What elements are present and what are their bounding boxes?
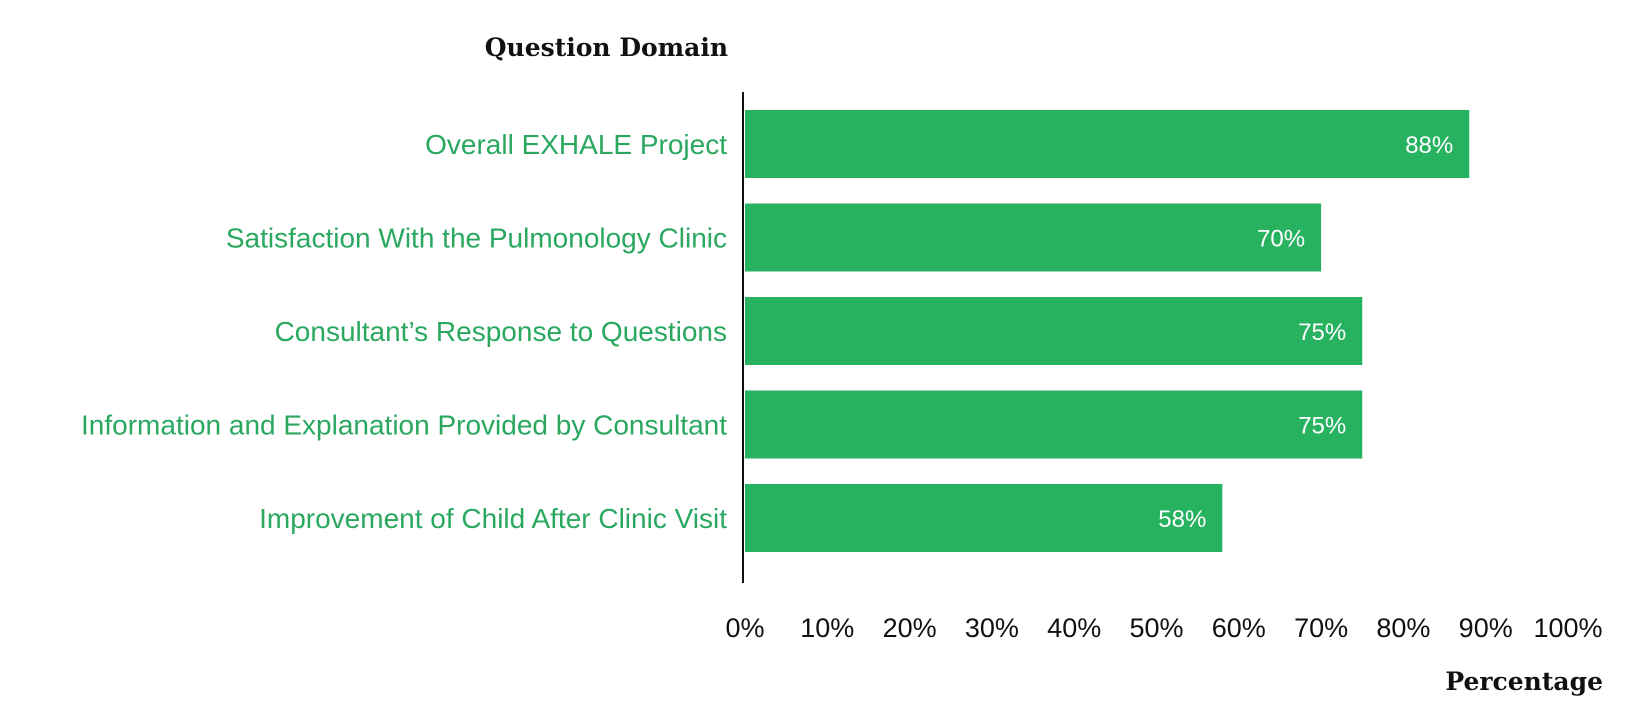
x-tick-label: 50% bbox=[1129, 613, 1183, 643]
data-label: 75% bbox=[1298, 319, 1346, 346]
bar bbox=[745, 110, 1470, 178]
x-tick-label: 30% bbox=[965, 613, 1019, 643]
data-labels-group: 88% 70% 75% 75% 58% bbox=[1158, 132, 1453, 533]
x-tick-labels-group: 0% 10% 20% 30% 40% 50% 60% 70% 80% 90% 100% bbox=[725, 613, 1602, 643]
x-tick-label: 20% bbox=[883, 613, 937, 643]
x-tick-label: 90% bbox=[1459, 613, 1513, 643]
x-tick-label: 70% bbox=[1294, 613, 1348, 643]
bar bbox=[745, 297, 1363, 365]
category-label: Information and Explanation Provided by … bbox=[81, 410, 727, 441]
data-label: 75% bbox=[1298, 413, 1346, 440]
y-axis-title: Question Domain bbox=[485, 33, 728, 62]
category-labels-group: Overall EXHALE Project Satisfaction With … bbox=[81, 129, 727, 534]
x-tick-label: 80% bbox=[1376, 613, 1430, 643]
x-tick-label: 40% bbox=[1047, 613, 1101, 643]
x-tick-label: 10% bbox=[800, 613, 854, 643]
data-label: 58% bbox=[1158, 506, 1206, 533]
data-label: 88% bbox=[1405, 132, 1453, 159]
bars-group bbox=[745, 110, 1470, 552]
category-label: Improvement of Child After Clinic Visit bbox=[259, 503, 727, 534]
category-label: Overall EXHALE Project bbox=[425, 129, 727, 160]
x-tick-label: 60% bbox=[1212, 613, 1266, 643]
x-tick-label: 100% bbox=[1533, 613, 1602, 643]
x-axis-title: Percentage bbox=[1445, 667, 1603, 696]
bar bbox=[745, 390, 1363, 459]
x-tick-label: 0% bbox=[725, 613, 764, 643]
bar bbox=[745, 484, 1223, 552]
bar bbox=[745, 203, 1322, 272]
data-label: 70% bbox=[1257, 226, 1305, 253]
category-label: Consultant’s Response to Questions bbox=[275, 316, 727, 347]
category-label: Satisfaction With the Pulmonology Clinic bbox=[226, 223, 727, 254]
